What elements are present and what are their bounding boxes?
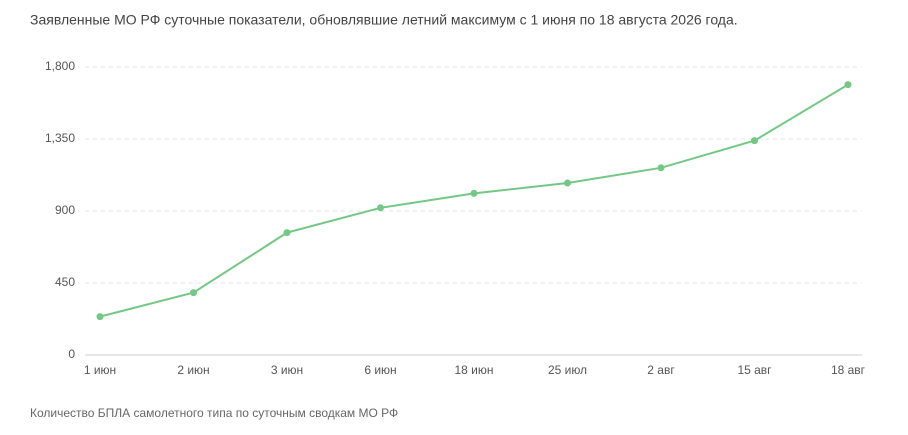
y-tick-label: 0 (68, 347, 75, 361)
y-tick-label: 1,800 (45, 59, 75, 73)
point (377, 204, 384, 212)
x-tick-label: 2 авг (647, 363, 675, 377)
x-tick-label: 18 июн (454, 363, 493, 377)
x-tick-label: 3 июн (271, 363, 303, 377)
x-tick-label: 25 июл (548, 363, 587, 377)
point (657, 164, 665, 172)
line (99, 83, 849, 318)
chart-title: Заявленные МО РФ суточные показатели, об… (30, 12, 738, 28)
point (564, 179, 571, 187)
point (470, 189, 478, 197)
point (844, 81, 852, 89)
point (283, 229, 291, 237)
y-tick-label: 900 (55, 203, 75, 217)
y-tick-label: 450 (55, 275, 75, 289)
point (96, 313, 104, 321)
x-tick-label: 6 июн (364, 363, 396, 377)
y-tick-label: 1,350 (45, 131, 75, 145)
point (190, 289, 197, 297)
x-tick-label: 18 авг (831, 363, 866, 377)
x-tick-label: 1 июн (84, 363, 116, 377)
chart-note: Количество БПЛА самолетного типа по суто… (30, 406, 398, 420)
x-tick-label: 15 авг (737, 363, 772, 377)
point (751, 137, 758, 145)
x-tick-label: 2 июн (177, 363, 209, 377)
